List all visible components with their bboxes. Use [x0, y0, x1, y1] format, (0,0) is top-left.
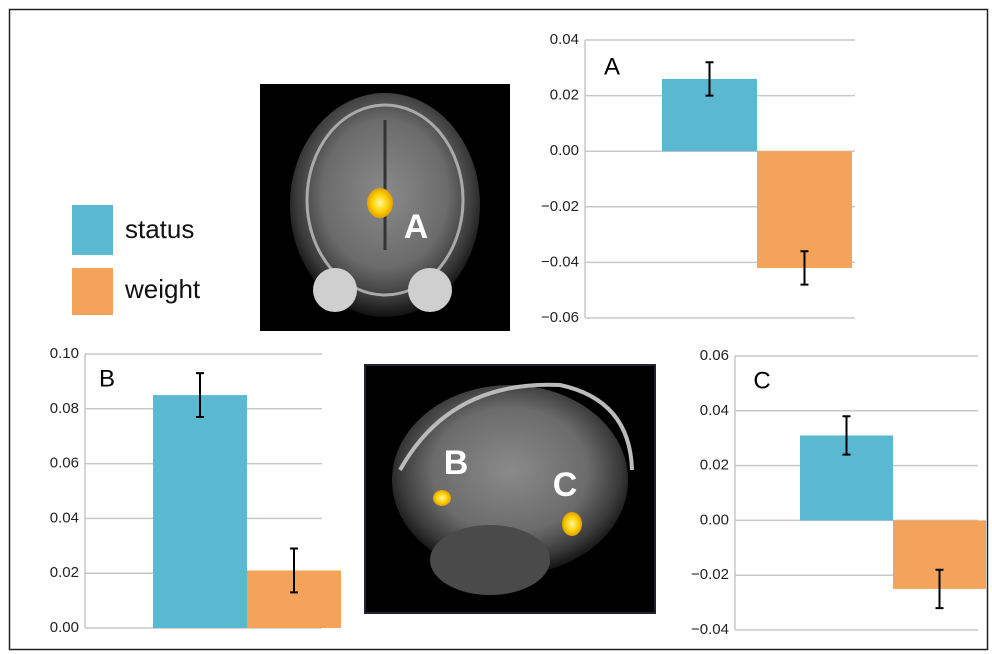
bar [153, 395, 247, 628]
y-tick-label: 0.06 [700, 347, 729, 364]
y-tick-label: 0.04 [550, 31, 579, 48]
error-bar [705, 61, 714, 97]
legend-swatch [72, 268, 113, 315]
y-tick-label: 0.06 [50, 455, 79, 472]
y-tick-label: −0.06 [541, 309, 579, 326]
error-bar [935, 568, 944, 610]
bar [757, 151, 852, 268]
y-tick-label: −0.04 [691, 621, 729, 638]
legend: status weight [72, 205, 201, 315]
error-bar [800, 250, 809, 286]
y-tick-label: 0.08 [50, 400, 79, 417]
panel-label: B [99, 365, 115, 392]
y-tick-label: 0.02 [50, 564, 79, 581]
error-bar [196, 372, 204, 419]
error-bar [290, 547, 298, 594]
brain-coronal: A [260, 84, 510, 331]
frame [8, 8, 989, 651]
image-label: C [553, 466, 578, 504]
y-tick-label: 0.10 [50, 345, 79, 362]
image-label: B [444, 444, 469, 482]
y-tick-label: 0.04 [700, 402, 729, 419]
image-label: A [404, 208, 429, 246]
y-tick-label: 0.00 [550, 142, 579, 159]
legend-label: status [125, 214, 194, 244]
panel-label: C [753, 367, 770, 394]
y-tick-label: 0.04 [50, 509, 79, 526]
legend-label: weight [124, 274, 201, 304]
y-tick-label: −0.02 [691, 566, 729, 583]
panel-label: A [604, 53, 620, 80]
legend-swatch [72, 205, 113, 255]
y-tick-label: −0.02 [541, 198, 579, 215]
y-tick-label: 0.00 [700, 511, 729, 528]
brain-sagittal: B C [364, 364, 656, 614]
y-tick-label: 0.02 [700, 457, 729, 474]
error-bar [842, 415, 851, 456]
y-tick-label: −0.04 [541, 253, 579, 270]
y-tick-label: 0.02 [550, 87, 579, 104]
y-tick-label: 0.00 [50, 619, 79, 636]
